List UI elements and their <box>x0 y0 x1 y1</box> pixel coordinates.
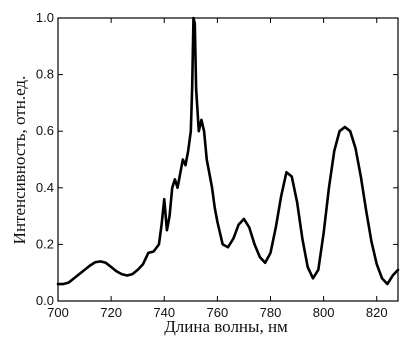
y-tick-label: 0.0 <box>36 293 54 308</box>
x-axis-label: Длина волны, нм <box>164 317 288 336</box>
spectrum-line <box>56 16 400 286</box>
plot-frame <box>57 17 399 302</box>
x-axis-ticks: 700 720 740 760 780 800 820 <box>47 18 388 320</box>
y-axis-label: Интенсивность, отн.ед. <box>10 76 29 245</box>
y-axis-ticks: 0.0 0.2 0.4 0.6 0.8 1.0 <box>36 10 398 308</box>
x-tick-label: 800 <box>313 305 335 320</box>
y-tick-label: 1.0 <box>36 10 54 25</box>
plot-area <box>56 16 400 302</box>
x-tick-label: 820 <box>366 305 388 320</box>
y-tick-label: 0.8 <box>36 67 54 82</box>
x-tick-label: 760 <box>207 305 229 320</box>
y-tick-label: 0.2 <box>36 236 54 251</box>
y-tick-label: 0.6 <box>36 123 54 138</box>
x-tick-label: 720 <box>100 305 122 320</box>
x-tick-label: 780 <box>260 305 282 320</box>
x-tick-label: 700 <box>47 305 69 320</box>
y-tick-label: 0.4 <box>36 180 54 195</box>
x-tick-label: 740 <box>153 305 175 320</box>
